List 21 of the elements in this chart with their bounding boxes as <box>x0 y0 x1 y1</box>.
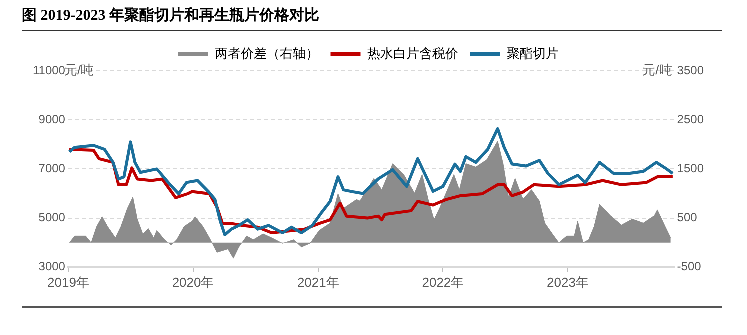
legend-label: 聚酯切片 <box>506 46 559 62</box>
x-tick-label: 2023年 <box>547 274 589 290</box>
legend-label: 两者价差（右轴） <box>214 46 319 62</box>
y-axis-title: 元/吨 <box>64 62 94 78</box>
x-tick-label: 2022年 <box>422 274 464 290</box>
legend-label: 热水白片含税价 <box>367 46 458 62</box>
y-tick-label: 7000 <box>38 162 66 176</box>
y-tick-label: 9000 <box>38 112 66 126</box>
y-tick-label: 11000 <box>32 63 66 78</box>
x-tick-label: 2019年 <box>48 274 90 290</box>
y2-tick-label: 2500 <box>677 112 704 126</box>
y2-tick-label: 3500 <box>677 63 704 78</box>
y-tick-label: 3000 <box>38 260 66 274</box>
y2-tick-label: -500 <box>677 260 702 274</box>
y2-tick-label: 1500 <box>677 162 704 176</box>
x-tick-label: 2020年 <box>172 274 214 290</box>
x-tick-label: 2021年 <box>297 274 340 290</box>
y-tick-label: 5000 <box>38 210 66 225</box>
y2-tick-label: 500 <box>677 210 698 225</box>
y2-axis-title: 元/吨 <box>642 62 672 78</box>
chart-title: 图 2019-2023 年聚酯切片和再生瓶片价格对比 <box>22 6 722 31</box>
